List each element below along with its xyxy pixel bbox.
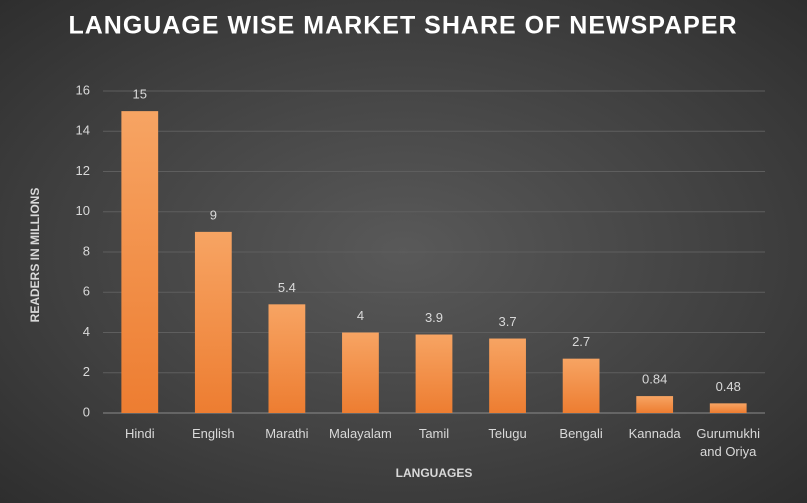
x-tick-label: Kannada	[628, 426, 681, 441]
y-tick-label: 2	[83, 364, 90, 379]
x-tick-label: Bengali	[559, 426, 603, 441]
bar	[709, 403, 747, 413]
data-label: 4	[357, 308, 364, 323]
data-label: 5.4	[278, 280, 296, 295]
y-tick-label: 12	[76, 163, 90, 178]
y-tick-label: 8	[83, 243, 90, 258]
y-tick-label: 6	[83, 284, 90, 299]
x-axis-title: LANGUAGES	[396, 466, 473, 480]
bar	[121, 111, 159, 413]
x-tick-label: Hindi	[124, 426, 155, 441]
bar	[268, 304, 306, 413]
x-tick-label: Marathi	[265, 426, 309, 441]
y-tick-label: 14	[76, 123, 90, 138]
data-label: 3.9	[425, 310, 443, 325]
x-tick-label: Malayalam	[329, 426, 392, 441]
x-tick-label: Tamil	[418, 426, 450, 441]
chart-title: LANGUAGE WISE MARKET SHARE OF NEWSPAPER	[68, 12, 737, 40]
bar	[562, 358, 600, 413]
y-axis-title: READERS IN MILLIONS	[28, 188, 42, 323]
y-tick-label: 10	[76, 203, 90, 218]
y-tick-label: 0	[83, 404, 90, 419]
x-tick-label: English	[192, 426, 235, 441]
bar	[194, 231, 232, 413]
data-label: 2.7	[572, 334, 590, 349]
data-label: 9	[210, 207, 217, 222]
y-tick-label: 16	[76, 82, 90, 97]
data-label: 0.48	[716, 379, 741, 394]
data-label: 15	[133, 87, 147, 102]
x-tick-label: Telugu	[488, 426, 527, 441]
bar	[636, 396, 674, 413]
bar	[342, 332, 379, 413]
bar	[489, 338, 526, 413]
bar	[415, 334, 453, 413]
data-label: 0.84	[642, 372, 667, 387]
y-tick-label: 4	[83, 324, 90, 339]
data-label: 3.7	[499, 314, 517, 329]
x-tick-label: Gurumukhi and Oriya	[696, 426, 760, 459]
